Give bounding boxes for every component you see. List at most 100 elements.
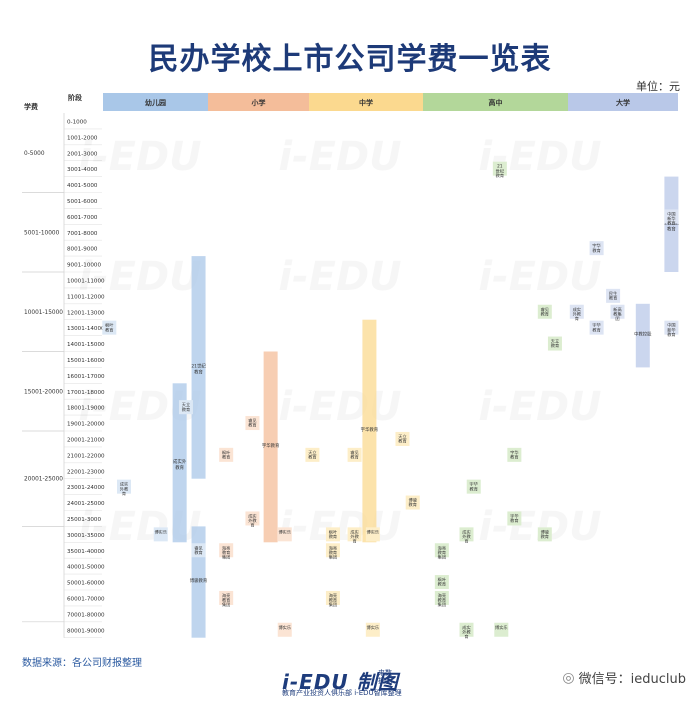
fee-row-label-9: 9001-10000 [67,263,101,269]
watermark-7: i-EDU [278,384,401,430]
range-bar-0 [172,383,187,543]
range-bar-label-0: 成实外教育 [173,458,187,471]
point-box-41 [664,320,679,335]
point-box-34 [507,511,522,526]
fee-row-label-22: 22001-23000 [67,469,105,475]
fee-row-label-30: 60001-70000 [67,596,105,602]
fee-row-label-5: 5001-6000 [67,199,98,205]
watermark-5: i-EDU [478,254,601,300]
fee-row-label-15: 15001-16000 [67,358,105,364]
logo-main-text: i-EDU 制图 [282,670,399,694]
point-box-22 [492,161,507,176]
fee-row-label-4: 4001-5000 [67,183,98,189]
point-label-0: 枫叶教育 [105,322,114,334]
fee-row-label-12: 12001-13000 [67,310,105,316]
range-bar-5 [664,176,679,272]
point-box-10 [277,527,292,542]
point-box-31 [537,527,552,542]
fee-row-label-2: 2001-3000 [67,151,98,157]
point-box-15 [325,590,340,605]
watermark-10: i-EDU [278,504,401,550]
point-box-0 [102,320,117,335]
range-bar-3 [263,351,278,543]
point-label-35: 宇华教育 [592,242,600,254]
fee-row-label-31: 70001-80000 [67,612,105,618]
wechat-id: ◎ 微信号：ieduclub [562,668,686,688]
point-label-31: 博骏教育 [541,528,550,540]
fee-group-label-0: 0-5000 [24,151,45,157]
point-box-30 [537,304,552,319]
fee-row-label-1: 1001-2000 [67,135,98,141]
point-label-3: 博实乐 [154,528,167,535]
range-bar-label-6: 中教控股 [634,331,652,338]
point-label-34: 宇华教育 [510,512,518,524]
point-box-5 [245,416,260,431]
point-label-23: 海亮教育集团 [438,544,446,560]
fee-row-label-10: 10001-11000 [67,278,105,284]
corner-fee-label: 学费 [24,102,38,111]
stage-header-label-0: 幼儿园 [145,98,166,107]
point-label-25: 枫叶教育 [438,576,447,588]
fee-row-label-32: 80001-90000 [67,628,105,634]
range-bar-label-2: 博骏教育 [190,577,208,584]
point-box-32 [547,336,562,351]
watermark-3: i-EDU [78,254,201,300]
stage-header-label-4: 大学 [616,98,630,107]
fee-row-label-3: 3001-4000 [67,167,98,173]
point-box-9 [219,590,234,605]
fee-row-label-19: 19001-20000 [67,422,105,428]
point-label-15: 海亮教育集团 [329,592,337,608]
point-box-23 [434,543,449,558]
point-label-29: 博实乐 [495,624,508,631]
point-label-38: 宇华教育 [592,322,600,334]
point-box-12 [305,447,320,462]
point-box-2 [117,479,131,494]
fee-row-label-24: 24001-25000 [67,501,105,507]
point-label-39: 新高教集团 [613,306,622,322]
fee-group-label-1: 5001-10000 [24,230,60,236]
fee-row-label-11: 11001-12000 [67,294,105,300]
point-label-2: 成实外教育 [120,481,129,497]
point-box-16 [347,527,362,542]
wechat-text: 微信号：ieduclub [578,672,686,687]
fee-row-label-27: 35001-40000 [67,549,105,555]
point-label-4: 睿见教育 [194,544,202,556]
point-label-12: 天立教育 [308,449,316,461]
stage-header-label-1: 小学 [251,98,266,107]
point-label-13: 枫叶教育 [329,528,338,540]
range-bar-4 [362,319,377,543]
point-label-30: 睿见教育 [541,306,549,318]
point-box-36 [606,288,621,303]
point-label-19: 睿见教育 [350,449,358,461]
watermark-4: i-EDU [278,254,401,300]
point-label-11: 博实乐 [278,624,291,631]
point-box-40 [664,209,679,224]
point-label-14: 海亮教育集团 [329,544,337,560]
logo-tag-bottom: 据图 [378,677,392,685]
point-label-9: 海亮教育集团 [222,592,230,608]
point-label-5: 睿见教育 [248,417,256,429]
fee-group-label-2: 10001-15000 [24,310,63,316]
point-label-17: 博实乐 [367,528,380,535]
point-label-10: 博实乐 [278,528,291,535]
point-label-1: 天立教育 [182,401,190,413]
fee-group-label-3: 15001-20000 [24,389,63,395]
stage-header-3 [423,93,568,111]
point-label-7: 成实外教育 [248,512,257,528]
fee-row-label-6: 6001-7000 [67,215,98,221]
range-bar-label-3: 宇华教育 [262,442,280,449]
fee-row-label-7: 7001-8000 [67,231,98,237]
point-box-35 [589,241,604,256]
point-box-7 [245,511,260,526]
point-box-25 [434,575,449,590]
point-box-1 [178,400,193,415]
watermark-8: i-EDU [478,384,601,430]
data-source: 数据来源：各公司财报整理 [22,658,142,669]
fee-row-label-18: 18001-19000 [67,406,105,412]
range-bar-label-4: 宇华教育 [361,426,379,433]
stage-header-0 [103,93,208,111]
corner-stage-label: 阶段 [68,93,82,102]
point-box-20 [395,431,410,446]
fee-row-label-23: 23001-24000 [67,485,105,491]
point-label-32: 天立教育 [551,338,559,350]
